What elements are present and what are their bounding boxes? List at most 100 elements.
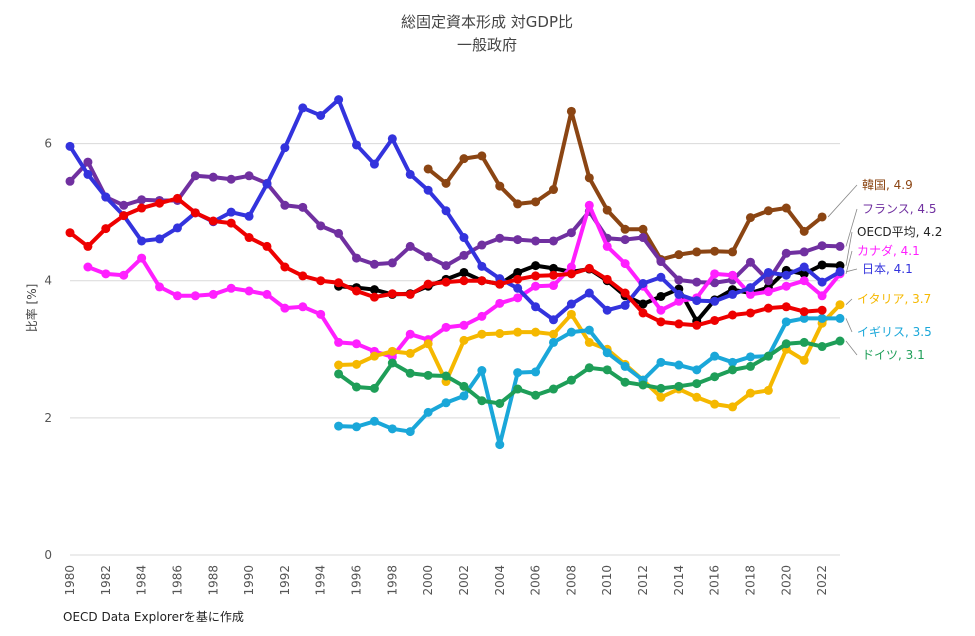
data-point <box>674 250 684 260</box>
data-point <box>799 276 809 286</box>
data-point <box>495 181 505 191</box>
data-point <box>602 241 612 251</box>
data-point <box>441 398 451 408</box>
data-point <box>477 311 487 321</box>
data-point <box>656 257 666 267</box>
data-point <box>745 257 755 267</box>
data-point <box>548 270 558 280</box>
series-日本 <box>65 95 845 325</box>
data-point <box>137 203 147 213</box>
data-point <box>459 381 469 391</box>
data-point <box>728 365 738 375</box>
data-point <box>513 384 523 394</box>
data-point <box>423 279 433 289</box>
x-tick-label: 1990 <box>242 565 256 596</box>
data-point <box>101 224 111 234</box>
data-point <box>799 313 809 323</box>
x-tick-label: 1996 <box>350 565 364 596</box>
data-point <box>745 289 755 299</box>
data-point <box>334 95 344 105</box>
data-point <box>369 285 379 295</box>
label-leader <box>845 318 853 333</box>
data-point <box>548 384 558 394</box>
data-point <box>441 178 451 188</box>
data-point <box>531 367 541 377</box>
x-tick-label: 2010 <box>600 565 614 596</box>
data-point <box>119 211 129 221</box>
data-point <box>513 368 523 378</box>
data-point <box>799 307 809 317</box>
x-tick-label: 2012 <box>636 565 650 596</box>
x-tick-label: 2016 <box>708 565 722 596</box>
data-point <box>745 283 755 293</box>
data-point <box>495 298 505 308</box>
data-point <box>638 233 648 243</box>
data-point <box>334 421 344 431</box>
grid: 0 2 4 6 1980 1982 1984 1986 1988 1990 1992 1994 1996… <box>44 137 840 596</box>
x-tick-label: 1980 <box>63 565 77 596</box>
data-point <box>459 391 469 401</box>
data-point <box>280 262 290 272</box>
data-point <box>817 241 827 251</box>
data-point <box>459 250 469 260</box>
series-end-label: イギリス, 3.5 <box>857 325 932 339</box>
data-point <box>352 286 362 296</box>
data-point <box>280 143 290 153</box>
data-point <box>566 327 576 337</box>
data-point <box>692 296 702 306</box>
data-point <box>584 288 594 298</box>
data-point <box>513 293 523 303</box>
data-point <box>155 198 165 208</box>
data-point <box>423 339 433 349</box>
data-point <box>83 169 93 179</box>
data-point <box>119 200 129 210</box>
data-point <box>316 221 326 231</box>
data-point <box>441 371 451 381</box>
data-point <box>835 267 845 277</box>
data-point <box>459 233 469 243</box>
data-point <box>65 141 75 151</box>
data-point <box>405 348 415 358</box>
data-point <box>692 277 702 287</box>
data-point <box>817 212 827 222</box>
data-point <box>477 276 487 286</box>
data-point <box>656 272 666 282</box>
data-point <box>728 270 738 280</box>
data-point <box>459 154 469 164</box>
data-point <box>369 383 379 393</box>
data-point <box>817 305 827 315</box>
data-point <box>172 291 182 301</box>
data-point <box>674 275 684 285</box>
x-tick-label: 2020 <box>779 565 793 596</box>
y-tick-label: 0 <box>44 548 52 562</box>
data-point <box>781 317 791 327</box>
series-end-label: ドイツ, 3.1 <box>862 348 925 362</box>
data-point <box>352 253 362 263</box>
data-point <box>513 267 523 277</box>
data-point <box>423 407 433 417</box>
data-point <box>369 416 379 426</box>
data-point <box>208 216 218 226</box>
data-point <box>513 199 523 209</box>
x-tick-label: 1984 <box>135 565 149 596</box>
data-point <box>495 440 505 450</box>
data-point <box>441 277 451 287</box>
data-point <box>262 241 272 251</box>
label-leader <box>845 298 853 306</box>
data-point <box>728 357 738 367</box>
series-end-label: OECD平均, 4.2 <box>857 225 942 239</box>
data-point <box>656 383 666 393</box>
data-point <box>334 337 344 347</box>
data-point <box>459 320 469 330</box>
x-tick-label: 2014 <box>672 565 686 596</box>
data-point <box>638 308 648 318</box>
data-point <box>781 302 791 312</box>
series-end-label: 韓国, 4.9 <box>862 178 913 192</box>
data-point <box>83 157 93 167</box>
data-point <box>531 197 541 207</box>
data-point <box>244 286 254 296</box>
data-point <box>387 424 397 434</box>
data-point <box>495 279 505 289</box>
data-point <box>119 270 129 280</box>
data-point <box>137 253 147 263</box>
